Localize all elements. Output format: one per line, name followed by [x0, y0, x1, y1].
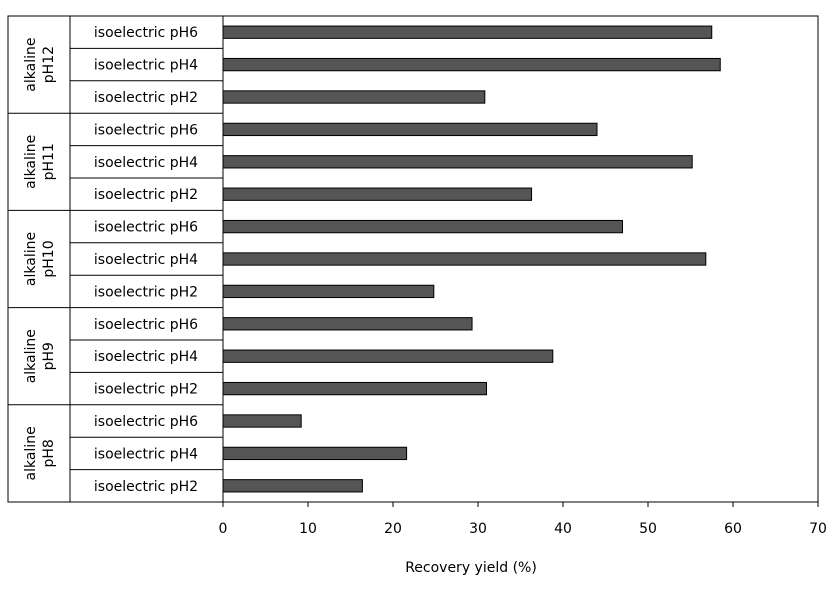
bar — [222, 252, 707, 266]
bar — [222, 122, 598, 137]
category-label: isoelectric pH6 — [94, 317, 198, 333]
bar — [222, 25, 713, 39]
category-label: isoelectric pH4 — [94, 58, 198, 74]
x-tick-label: 20 — [384, 521, 402, 537]
bar — [222, 479, 363, 493]
group-label-line1: alkaline — [23, 232, 39, 286]
group-label-line2: pH11 — [41, 143, 57, 180]
x-tick-label: 10 — [299, 521, 317, 537]
group-label: alkaline pH8 — [23, 426, 57, 480]
bar — [222, 284, 435, 299]
bar — [222, 90, 486, 104]
bar — [222, 219, 623, 234]
group-label-line1: alkaline — [23, 426, 39, 480]
x-tick-label: 0 — [219, 521, 228, 537]
bar — [222, 57, 721, 72]
group-label-line1: alkaline — [23, 329, 39, 383]
bar — [222, 155, 693, 169]
category-label: isoelectric pH2 — [94, 382, 198, 398]
x-tick-label: 50 — [639, 521, 657, 537]
group-label-line2: pH8 — [41, 439, 57, 467]
category-label: isoelectric pH6 — [94, 25, 198, 41]
category-label-layer: isoelectric pH6 isoelectric pH4 isoelectri… — [94, 25, 198, 495]
x-tick-label: 30 — [469, 521, 487, 537]
category-label: isoelectric pH2 — [94, 479, 198, 495]
bar — [222, 414, 302, 428]
category-label: isoelectric pH4 — [94, 252, 198, 268]
group-label-line1: alkaline — [23, 135, 39, 189]
x-axis-title: Recovery yield (%) — [405, 560, 537, 576]
plot-frame — [7, 15, 819, 503]
bar-layer — [222, 25, 721, 493]
category-label: isoelectric pH4 — [94, 155, 198, 171]
category-label: isoelectric pH6 — [94, 220, 198, 236]
separator-layer — [8, 16, 223, 502]
group-label: alkaline pH12 — [23, 38, 57, 92]
category-label: isoelectric pH4 — [94, 349, 198, 365]
group-label-line2: pH10 — [41, 240, 57, 277]
group-label: alkaline pH10 — [23, 232, 57, 286]
bar — [222, 317, 473, 331]
category-label: isoelectric pH6 — [94, 122, 198, 138]
category-label: isoelectric pH4 — [94, 446, 198, 462]
group-label-line2: pH9 — [41, 342, 57, 370]
bar — [222, 446, 408, 461]
x-tick-layer: 0 10 20 30 40 50 60 70 — [219, 502, 827, 537]
x-tick-label: 70 — [809, 521, 827, 537]
category-label: isoelectric pH6 — [94, 414, 198, 430]
group-label: alkaline pH11 — [23, 135, 57, 189]
group-label-line1: alkaline — [23, 38, 39, 92]
category-label: isoelectric pH2 — [94, 187, 198, 203]
bar — [222, 187, 533, 201]
group-label: alkaline pH9 — [23, 329, 57, 383]
group-label-line2: pH12 — [41, 46, 57, 83]
bar — [222, 381, 487, 396]
bar — [222, 349, 554, 363]
category-label: isoelectric pH2 — [94, 90, 198, 106]
x-tick-label: 40 — [554, 521, 572, 537]
category-label: isoelectric pH2 — [94, 284, 198, 300]
x-tick-label: 60 — [724, 521, 742, 537]
